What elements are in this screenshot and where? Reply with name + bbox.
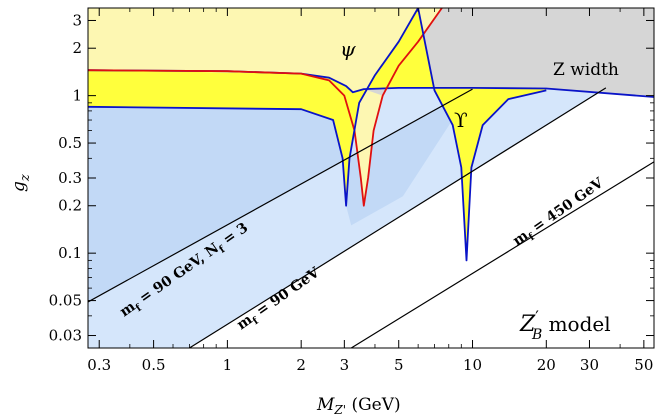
y-tick-label: 0.3: [58, 169, 82, 187]
x-tick-label: 5: [394, 356, 404, 374]
y-tick-label: 0.05: [49, 292, 82, 310]
y-tick-label: 1: [72, 87, 82, 105]
upsilon-label: ϒ: [454, 108, 468, 132]
mid-blue-region: [88, 89, 473, 348]
x-tick-label: 1: [223, 356, 233, 374]
psi-curve: [88, 8, 443, 207]
mf90-line: [189, 87, 607, 348]
y-tick-label: 0.2: [58, 197, 82, 215]
z-width-label: Z width: [553, 60, 619, 80]
mf450-line: [350, 161, 654, 348]
x-tick-label: 30: [580, 356, 599, 374]
x-tick-label: 10: [463, 356, 482, 374]
x-tick-label: 3: [340, 356, 350, 374]
x-tick-labels: 0.3 0.5 1 2 3 5 10 20 30 50: [87, 356, 653, 374]
y-tick-label: 0.5: [58, 134, 82, 152]
z-width-region: [363, 8, 654, 97]
psi-label: ψ: [340, 37, 356, 61]
y-tick-label: 2: [72, 39, 82, 57]
x-tick-label: 50: [634, 356, 653, 374]
psi-region: [88, 8, 442, 206]
y-tick-label: 3: [72, 11, 82, 29]
x-axis-title: MZ' (GeV): [316, 395, 401, 417]
model-label: Z′ B model: [519, 307, 611, 343]
upsilon-curve: [88, 8, 547, 262]
y-tick-label: 0.03: [49, 327, 82, 345]
y-tick-labels: 0.03 0.05 0.1 0.2 0.3 0.5 1 2 3: [49, 11, 82, 344]
x-tick-label: 20: [537, 356, 556, 374]
x-tick-label: 0.3: [87, 356, 111, 374]
y-tick-label: 0.1: [58, 244, 82, 262]
mf90-nf3-line: [88, 88, 473, 303]
x-tick-label: 0.5: [142, 356, 166, 374]
x-tick-label: 2: [296, 356, 306, 374]
tick-marks: [88, 8, 654, 348]
y-axis-title: gz: [9, 174, 33, 192]
